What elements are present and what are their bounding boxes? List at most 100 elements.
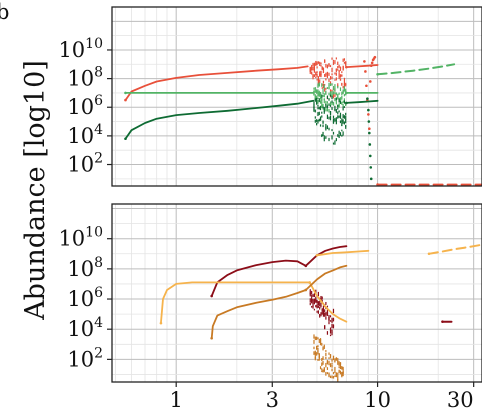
chaotic-mark <box>335 92 337 95</box>
chaotic-mark <box>331 362 333 365</box>
chaotic-mark <box>324 74 326 77</box>
chaotic-mark <box>319 339 322 343</box>
chaotic-mark <box>329 375 332 379</box>
chaotic-mark <box>334 366 336 370</box>
chaotic-mark <box>339 132 342 136</box>
chaotic-mark <box>316 336 318 341</box>
chaotic-mark <box>314 109 316 113</box>
chaotic-mark <box>317 301 319 306</box>
chaotic-mark <box>331 358 333 362</box>
chaotic-mark <box>339 365 342 369</box>
chaotic-mark <box>339 101 342 104</box>
chaotic-mark <box>341 95 343 99</box>
chaotic-mark <box>329 83 332 87</box>
data-point <box>368 131 371 135</box>
chaotic-mark <box>328 84 330 89</box>
chaotic-mark <box>312 302 314 307</box>
chaotic-mark <box>326 104 329 106</box>
chaotic-mark <box>321 105 323 109</box>
chaotic-mark <box>321 310 323 315</box>
chaotic-mark <box>334 60 336 64</box>
chaotic-mark <box>328 98 330 101</box>
data-point <box>369 166 373 169</box>
chaotic-mark <box>325 301 327 305</box>
chaotic-mark <box>319 124 322 127</box>
chaotic-mark <box>323 367 325 372</box>
series-line <box>304 264 348 291</box>
chaotic-mark <box>322 121 324 124</box>
series-start-point <box>441 320 444 323</box>
chaotic-mark <box>329 89 332 93</box>
chaotic-mark <box>322 104 324 107</box>
x-tick-label: 30 <box>447 388 474 412</box>
chaotic-mark <box>326 360 329 363</box>
chaotic-mark <box>312 73 314 77</box>
chaotic-mark <box>321 98 323 104</box>
chaotic-mark <box>319 105 322 111</box>
chaotic-mark <box>322 68 325 73</box>
chaotic-mark <box>331 375 333 379</box>
chaotic-mark <box>317 104 319 107</box>
chaotic-mark <box>329 94 332 97</box>
chaotic-mark <box>328 137 330 142</box>
series-line <box>345 99 379 104</box>
chaotic-mark <box>334 88 336 91</box>
bottom-x-ticks: 1 3 10 30 <box>170 382 475 412</box>
chaotic-mark <box>345 125 347 129</box>
chaotic-mark <box>319 303 321 307</box>
chaotic-mark <box>342 115 344 118</box>
chaotic-mark <box>319 366 322 370</box>
chaotic-mark <box>337 134 339 137</box>
chaotic-mark <box>324 325 326 330</box>
chaotic-mark <box>345 61 347 65</box>
chaotic-mark <box>319 71 321 76</box>
chaotic-mark <box>342 369 344 373</box>
chaotic-mark <box>328 352 330 355</box>
chaotic-mark <box>331 67 333 73</box>
chaotic-mark <box>341 91 343 96</box>
chaotic-mark <box>319 74 321 77</box>
chaotic-mark <box>337 378 339 382</box>
chaotic-mark <box>317 99 319 104</box>
chaotic-mark <box>326 367 329 370</box>
chaotic-mark <box>325 136 327 139</box>
chaotic-mark <box>325 371 327 376</box>
chaotic-mark <box>332 115 335 119</box>
chaotic-mark <box>316 66 318 69</box>
chaotic-mark <box>328 116 330 120</box>
chaotic-mark <box>324 309 326 313</box>
chaotic-mark <box>332 92 335 97</box>
chaotic-mark <box>316 122 318 126</box>
series-line <box>304 245 348 267</box>
chaotic-mark <box>312 66 314 71</box>
bottom-series-group <box>159 243 482 382</box>
data-point <box>365 84 368 88</box>
chaotic-mark <box>338 134 340 139</box>
chaotic-mark <box>314 350 316 355</box>
series-start-point <box>124 98 127 102</box>
series-line <box>316 249 370 257</box>
chaotic-mark <box>337 68 339 71</box>
chaotic-mark <box>317 81 319 85</box>
chaotic-mark <box>317 337 319 340</box>
chaotic-mark <box>334 375 336 377</box>
chaotic-mark <box>315 296 317 301</box>
chaotic-mark <box>316 102 318 105</box>
chaotic-mark <box>318 357 320 361</box>
chaotic-mark <box>326 73 329 79</box>
chaotic-mark <box>326 107 329 112</box>
chaotic-mark <box>311 65 313 68</box>
chaotic-mark <box>316 89 318 94</box>
chaotic-mark <box>334 358 336 363</box>
bottom-panel-frame <box>111 203 482 383</box>
chaotic-mark <box>325 87 327 90</box>
chaotic-mark <box>322 94 324 97</box>
chaotic-mark <box>337 93 339 98</box>
chaotic-mark <box>332 317 335 321</box>
chaotic-mark <box>322 106 324 109</box>
chaotic-mark <box>335 119 337 125</box>
chaotic-mark <box>321 309 323 312</box>
chaotic-mark <box>326 311 329 316</box>
top-gridlines <box>112 6 482 186</box>
